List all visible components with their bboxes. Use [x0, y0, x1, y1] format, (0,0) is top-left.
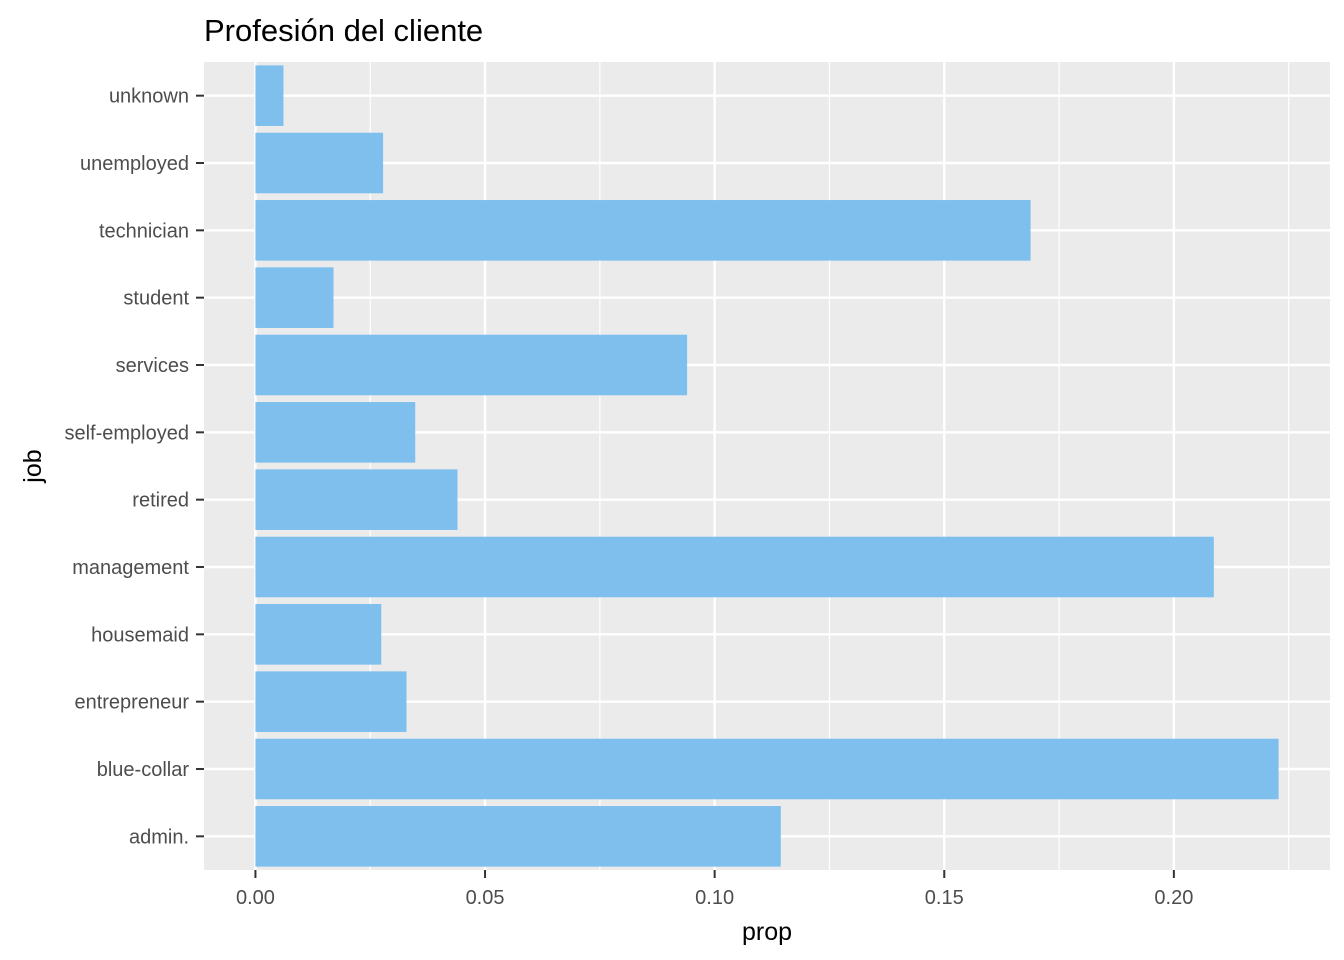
bar-retired [255, 469, 458, 530]
bar-technician [255, 200, 1031, 261]
x-axis-title: prop [742, 918, 792, 946]
y-tick-label: management [72, 557, 189, 579]
bar-unknown [255, 65, 284, 126]
bar-student [255, 267, 334, 328]
bar-blue-collar [255, 738, 1279, 800]
x-tick-label: 0.20 [1154, 887, 1193, 909]
y-axis: admin. blue-collar entrepreneur housemaid ma… [64, 86, 204, 848]
minor-gridlines [369, 62, 1290, 870]
y-tick-label: admin. [129, 826, 189, 848]
y-axis-title: job [19, 449, 47, 483]
x-tick-label: 0.10 [695, 887, 734, 909]
x-tick-label: 0.15 [925, 887, 964, 909]
y-tick-label: unemployed [80, 153, 189, 175]
y-tick-label: services [116, 355, 189, 377]
chart-title: Profesión del cliente [204, 13, 483, 48]
bar-unemployed [255, 132, 384, 194]
plot-panel [204, 62, 1330, 870]
bar-management [255, 536, 1214, 598]
y-tick-label: retired [132, 490, 189, 512]
bar-services [255, 334, 688, 396]
bar-entrepreneur [255, 671, 407, 732]
y-tick-label: technician [99, 220, 189, 242]
bars [255, 65, 1279, 867]
y-tick-label: housemaid [91, 624, 189, 646]
x-axis: 0.00 0.05 0.10 0.15 0.20 [236, 870, 1193, 909]
y-tick-label: student [123, 288, 189, 310]
bar-admin [255, 806, 781, 867]
y-tick-label: self-employed [64, 422, 189, 444]
y-tick-label: unknown [109, 86, 189, 108]
x-tick-label: 0.05 [466, 887, 505, 909]
x-tick-label: 0.00 [236, 887, 275, 909]
y-tick-label: blue-collar [97, 759, 190, 781]
bar-self-employed [255, 402, 416, 463]
bar-housemaid [255, 604, 382, 665]
y-tick-label: entrepreneur [74, 692, 189, 714]
